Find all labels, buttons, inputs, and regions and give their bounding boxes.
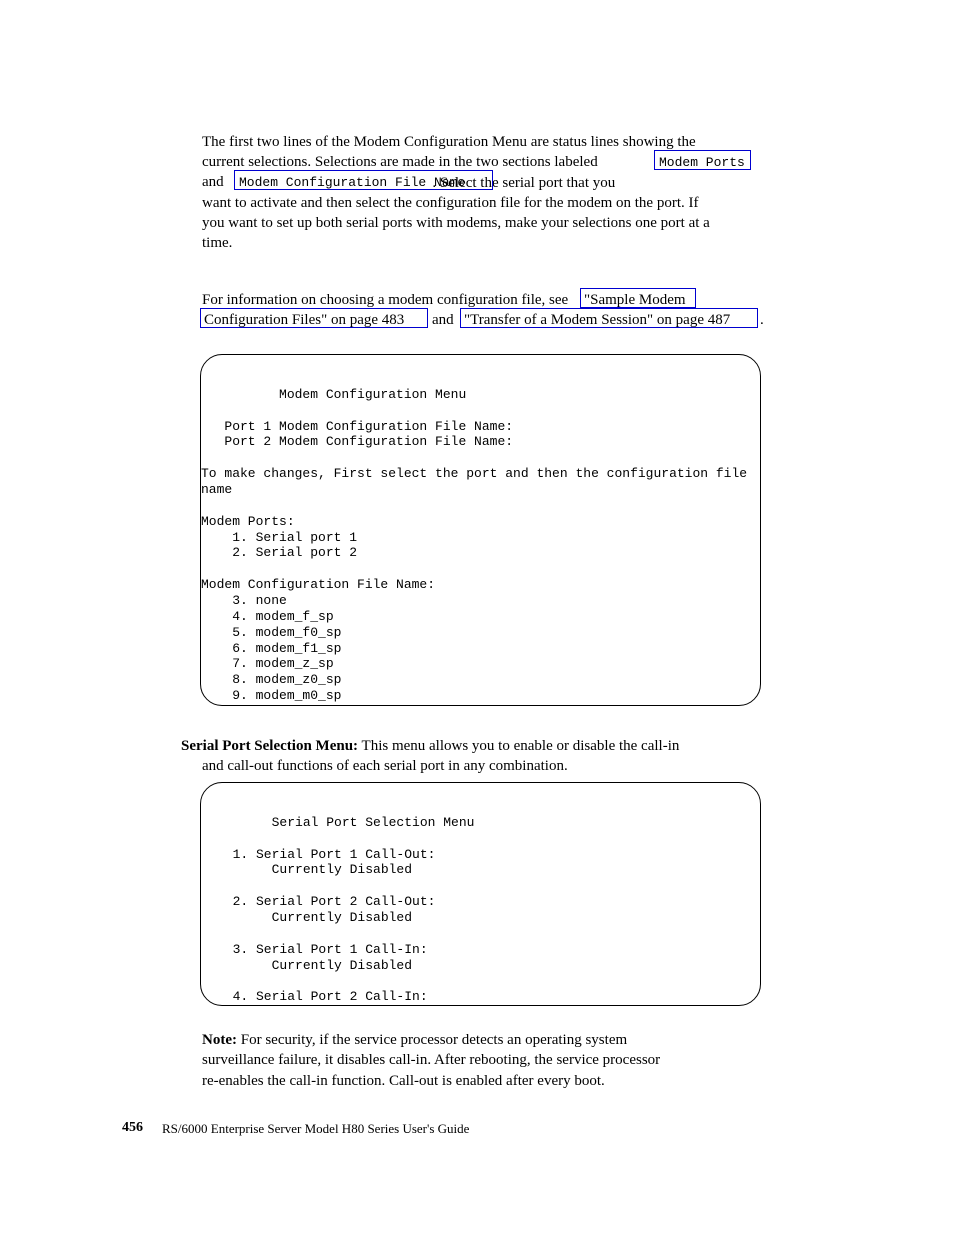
p1-l06: To make changes, First select the port a… bbox=[201, 466, 747, 481]
link-transfer-text: "Transfer of a Modem Session" on page 48… bbox=[464, 312, 730, 328]
footer-page-number: 456 bbox=[122, 1120, 143, 1136]
p1-l21: 10. modem_m1_sp bbox=[201, 704, 341, 706]
p2-l13: Currently Disabled bbox=[217, 1005, 412, 1006]
link-transfer[interactable]: "Transfer of a Modem Session" on page 48… bbox=[464, 310, 730, 330]
p1-l15: 4. modem_f_sp bbox=[201, 609, 334, 624]
intro-line2: current selections. Selections are made … bbox=[202, 154, 598, 170]
mid-paragraph: Serial Port Selection Menu: This menu al… bbox=[181, 736, 761, 777]
intro-line5b: time. bbox=[202, 235, 232, 251]
modem-config-content: Modem Configuration Menu Port 1 Modem Co… bbox=[201, 371, 750, 706]
serial-port-panel: Serial Port Selection Menu 1. Serial Por… bbox=[200, 782, 761, 1006]
intro-line4: want to activate and then select the con… bbox=[202, 195, 699, 211]
p1-l10: 1. Serial port 1 bbox=[201, 530, 357, 545]
p2-l06: 2. Serial Port 2 Call-Out: bbox=[217, 894, 435, 909]
p1-l16: 5. modem_f0_sp bbox=[201, 625, 341, 640]
p1-l14: 3. none bbox=[201, 593, 287, 608]
intro-and: and bbox=[202, 172, 224, 192]
page: The first two lines of the Modem Configu… bbox=[0, 0, 954, 1235]
mid-heading: Serial Port Selection Menu: bbox=[181, 738, 358, 754]
p2-l12: 4. Serial Port 2 Call-In: bbox=[217, 989, 428, 1004]
intro-period: . bbox=[760, 310, 764, 330]
intro-line6: For information on choosing a modem conf… bbox=[202, 292, 568, 308]
link-modem-config-text: Modem Configuration File Name bbox=[239, 175, 465, 190]
modem-config-panel: Modem Configuration Menu Port 1 Modem Co… bbox=[200, 354, 761, 706]
footer-title: RS/6000 Enterprise Server Model H80 Seri… bbox=[162, 1121, 469, 1137]
link-modem-ports[interactable]: Modem Ports bbox=[659, 152, 745, 172]
p1-l11: 2. Serial port 2 bbox=[201, 545, 357, 560]
link-modem-ports-text: Modem Ports bbox=[659, 155, 745, 170]
link-config-files[interactable]: Configuration Files" on page 483 bbox=[204, 310, 404, 330]
p1-l01: Modem Configuration Menu bbox=[201, 387, 466, 402]
p1-l13: Modem Configuration File Name: bbox=[201, 577, 435, 592]
p1-l18: 7. modem_z_sp bbox=[201, 656, 334, 671]
intro-line5a: you want to set up both serial ports wit… bbox=[202, 215, 710, 231]
mid-body2: and call-out functions of each serial po… bbox=[202, 756, 568, 776]
link-sample-modem-text: "Sample Modem bbox=[584, 292, 686, 308]
note-body1: For security, if the service processor d… bbox=[237, 1032, 627, 1048]
link-modem-config[interactable]: Modem Configuration File Name bbox=[239, 172, 465, 192]
intro-line1: The first two lines of the Modem Configu… bbox=[202, 134, 696, 150]
note-paragraph: Note: For security, if the service proce… bbox=[202, 1030, 762, 1091]
note-body2: surveillance failure, it disables call-i… bbox=[202, 1052, 660, 1068]
p1-l19: 8. modem_z0_sp bbox=[201, 672, 341, 687]
mid-body: This menu allows you to enable or disabl… bbox=[358, 738, 679, 754]
p1-l07: name bbox=[201, 482, 232, 497]
p2-l03: 1. Serial Port 1 Call-Out: bbox=[217, 847, 435, 862]
p1-l17: 6. modem_f1_sp bbox=[201, 641, 341, 656]
p2-l09: 3. Serial Port 1 Call-In: bbox=[217, 942, 428, 957]
note-heading: Note: bbox=[202, 1032, 237, 1048]
p2-l10: Currently Disabled bbox=[217, 958, 412, 973]
p1-l04: Port 2 Modem Configuration File Name: bbox=[201, 434, 513, 449]
p1-l09: Modem Ports: bbox=[201, 514, 295, 529]
note-body3: re-enables the call-in function. Call-ou… bbox=[202, 1073, 605, 1089]
intro-and2: and bbox=[432, 310, 454, 330]
p2-l07: Currently Disabled bbox=[217, 910, 412, 925]
link-config-files-text: Configuration Files" on page 483 bbox=[204, 312, 404, 328]
p2-l01: Serial Port Selection Menu bbox=[217, 815, 474, 830]
p2-l04: Currently Disabled bbox=[217, 862, 412, 877]
p1-l03: Port 1 Modem Configuration File Name: bbox=[201, 419, 513, 434]
serial-port-content: Serial Port Selection Menu 1. Serial Por… bbox=[217, 799, 750, 1006]
p1-l20: 9. modem_m0_sp bbox=[201, 688, 341, 703]
